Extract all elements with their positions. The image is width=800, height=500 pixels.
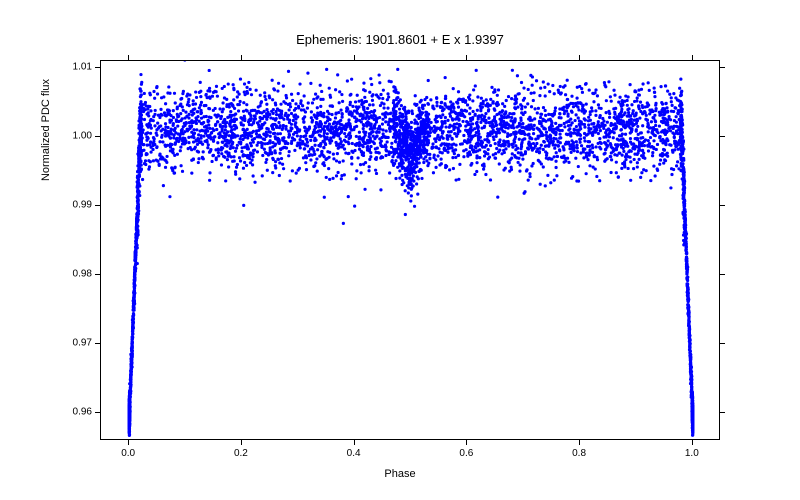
- y-tick-mark: [720, 136, 725, 137]
- x-tick-label: 0.2: [234, 448, 248, 459]
- y-tick-label: 0.97: [60, 338, 92, 349]
- y-tick-mark: [95, 274, 100, 275]
- x-tick-mark: [241, 440, 242, 445]
- y-tick-mark: [95, 343, 100, 344]
- y-tick-label: 0.96: [60, 407, 92, 418]
- y-tick-mark: [720, 343, 725, 344]
- y-tick-mark: [95, 205, 100, 206]
- y-tick-mark: [720, 412, 725, 413]
- y-tick-mark: [720, 67, 725, 68]
- scatter-points: [101, 61, 721, 441]
- x-tick-mark: [692, 55, 693, 60]
- figure: Ephemeris: 1901.8601 + E x 1.9397 Phase …: [0, 0, 800, 500]
- y-axis-label: Normalized PDC flux: [40, 0, 52, 320]
- x-tick-mark: [692, 440, 693, 445]
- x-tick-mark: [579, 440, 580, 445]
- x-axis-label: Phase: [0, 468, 800, 480]
- x-tick-mark: [241, 55, 242, 60]
- x-tick-label: 0.0: [121, 448, 135, 459]
- x-tick-label: 0.6: [459, 448, 473, 459]
- x-tick-label: 0.8: [572, 448, 586, 459]
- y-tick-mark: [720, 274, 725, 275]
- y-tick-mark: [95, 67, 100, 68]
- plot-area: [100, 60, 720, 440]
- x-tick-mark: [128, 55, 129, 60]
- x-tick-mark: [466, 440, 467, 445]
- y-tick-label: 0.99: [60, 200, 92, 211]
- y-tick-mark: [720, 205, 725, 206]
- y-tick-mark: [95, 136, 100, 137]
- x-tick-mark: [579, 55, 580, 60]
- y-tick-mark: [95, 412, 100, 413]
- y-tick-label: 0.98: [60, 269, 92, 280]
- x-tick-mark: [466, 55, 467, 60]
- x-tick-label: 1.0: [685, 448, 699, 459]
- x-tick-label: 0.4: [347, 448, 361, 459]
- y-tick-label: 1.01: [60, 61, 92, 72]
- x-tick-mark: [128, 440, 129, 445]
- chart-title: Ephemeris: 1901.8601 + E x 1.9397: [0, 32, 800, 47]
- y-tick-label: 1.00: [60, 131, 92, 142]
- x-tick-mark: [354, 440, 355, 445]
- x-tick-mark: [354, 55, 355, 60]
